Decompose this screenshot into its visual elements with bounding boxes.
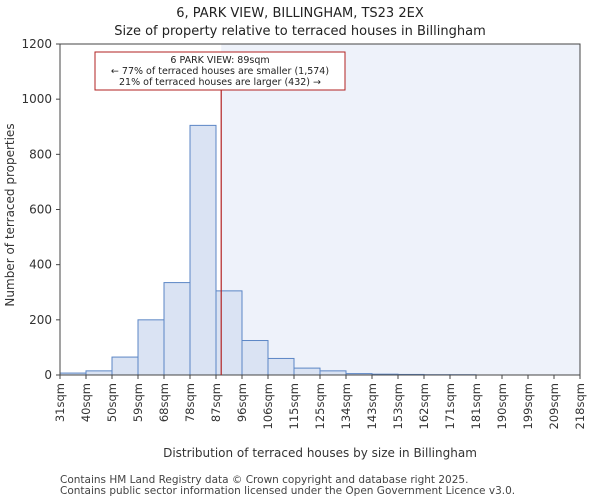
histogram-bar	[241, 340, 269, 376]
y-tick-label: 1000	[21, 92, 52, 106]
histogram-bar	[137, 319, 165, 376]
x-tick-label: 209sqm	[547, 383, 561, 429]
histogram-bar	[215, 290, 243, 376]
x-tick-label: 181sqm	[469, 383, 483, 429]
x-tick-label: 68sqm	[157, 383, 171, 422]
x-tick-label: 115sqm	[287, 383, 301, 429]
x-axis-label: Distribution of terraced houses by size …	[163, 446, 477, 460]
annotation-line-2: ← 77% of terraced houses are smaller (1,…	[111, 66, 329, 77]
x-tick-label: 171sqm	[443, 383, 457, 429]
histogram-bar	[189, 124, 217, 376]
x-tick-label: 143sqm	[365, 383, 379, 429]
x-tick-label: 199sqm	[521, 383, 535, 429]
x-tick-label: 78sqm	[183, 383, 197, 422]
histogram-bar	[267, 357, 295, 376]
y-tick-label: 400	[29, 258, 52, 272]
y-tick-label: 200	[29, 313, 52, 327]
x-tick-label: 134sqm	[339, 383, 353, 429]
x-tick-label: 153sqm	[391, 383, 405, 429]
x-tick-label: 218sqm	[573, 383, 587, 429]
y-tick-label: 0	[44, 368, 52, 382]
y-tick-label: 1200	[21, 37, 52, 51]
x-tick-label: 106sqm	[261, 383, 275, 429]
x-tick-label: 40sqm	[79, 383, 93, 422]
x-tick-label: 162sqm	[417, 383, 431, 429]
x-tick-label: 96sqm	[235, 383, 249, 422]
x-tick-label: 190sqm	[495, 383, 509, 429]
x-tick-label: 31sqm	[53, 383, 67, 422]
annotation-line-1: 6 PARK VIEW: 89sqm	[170, 55, 269, 66]
y-axis-label: Number of terraced properties	[3, 123, 17, 306]
histogram-bar	[163, 282, 191, 376]
x-tick-label: 87sqm	[209, 383, 223, 422]
x-tick-label: 125sqm	[313, 383, 327, 429]
y-tick-label: 800	[29, 147, 52, 161]
chart-title: 6, PARK VIEW, BILLINGHAM, TS23 2EX	[176, 6, 424, 21]
histogram-bar	[293, 367, 321, 376]
histogram-bar	[319, 370, 347, 376]
x-tick-label: 59sqm	[131, 383, 145, 422]
annotation-box	[94, 51, 346, 91]
footer-copyright: Contains HM Land Registry data © Crown c…	[60, 474, 469, 486]
x-tick-label: 50sqm	[105, 383, 119, 422]
larger-region-highlight	[221, 44, 580, 375]
footer-licence: Contains public sector information licen…	[60, 485, 516, 497]
y-tick-label: 600	[29, 203, 52, 217]
histogram-bar	[85, 370, 113, 376]
annotation-line-3: 21% of terraced houses are larger (432) …	[119, 77, 321, 88]
chart-subtitle: Size of property relative to terraced ho…	[114, 24, 486, 39]
histogram-bar	[111, 356, 139, 376]
marker-annotation: 6 PARK VIEW: 89sqm ← 77% of terraced hou…	[94, 51, 346, 91]
